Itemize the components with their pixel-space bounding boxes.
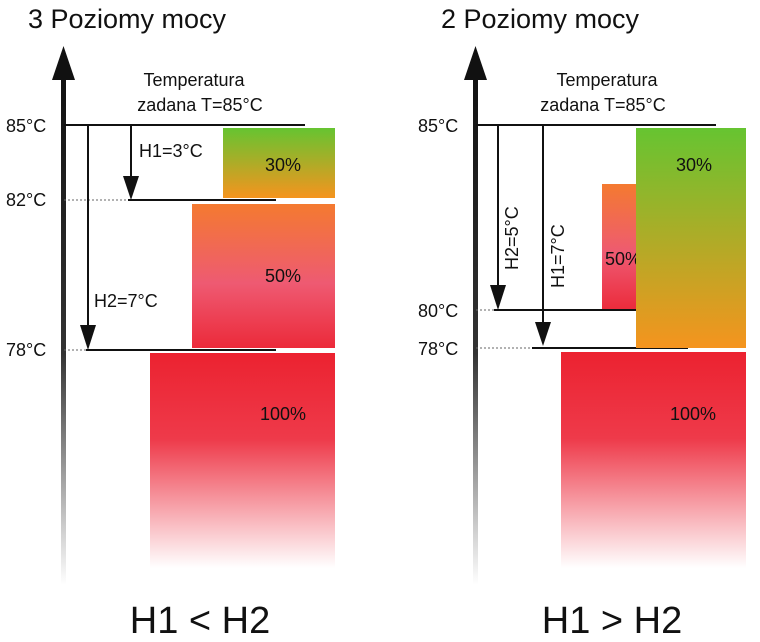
left-h1-label: H1=3°C (139, 141, 203, 161)
right-temp-80: 80°C (418, 301, 458, 321)
left-block-50 (192, 204, 335, 348)
left-h1-arrowhead-icon (123, 176, 139, 200)
right-block-100 (561, 352, 746, 568)
left-label-100: 100% (260, 404, 306, 424)
right-axis-arrow-icon (464, 46, 487, 80)
right-temperature-axis (473, 70, 478, 585)
right-block-30-overlay (636, 128, 746, 348)
left-label-30: 30% (265, 155, 301, 175)
right-label-50: 50% (605, 249, 641, 269)
left-temp-82: 82°C (6, 190, 46, 210)
left-temp-85: 85°C (6, 116, 46, 136)
left-h2-arrowhead-icon (80, 325, 96, 350)
right-h1-label: H1=7°C (548, 224, 568, 288)
left-block-30 (223, 128, 335, 198)
right-label-100: 100% (670, 404, 716, 424)
right-temp-78: 78°C (418, 339, 458, 359)
left-temperature-axis (61, 70, 66, 585)
left-title: 3 Poziomy mocy (28, 4, 227, 34)
right-h2-label: H2=5°C (502, 206, 522, 270)
right-title: 2 Poziomy mocy (441, 4, 640, 34)
right-setpoint-line2: zadana T=85°C (540, 95, 665, 115)
left-comparison: H1 < H2 (130, 600, 270, 642)
left-axis-arrow-icon (52, 46, 75, 80)
right-comparison: H1 > H2 (542, 600, 682, 642)
right-h2-arrowhead-icon (490, 285, 506, 310)
left-setpoint-line1: Temperatura (143, 70, 245, 90)
left-temp-78: 78°C (6, 340, 46, 360)
left-block-100 (150, 353, 335, 568)
left-h2-label: H2=7°C (94, 291, 158, 311)
left-setpoint-line2: zadana T=85°C (137, 95, 262, 115)
right-h1-arrowhead-icon (535, 322, 551, 346)
left-panel: 3 Poziomy mocy Temperatura zadana T=85°C… (6, 4, 335, 642)
right-temp-85: 85°C (418, 116, 458, 136)
right-setpoint-line1: Temperatura (556, 70, 658, 90)
right-label-30-overlay: 30% (676, 155, 712, 175)
left-label-50: 50% (265, 266, 301, 286)
